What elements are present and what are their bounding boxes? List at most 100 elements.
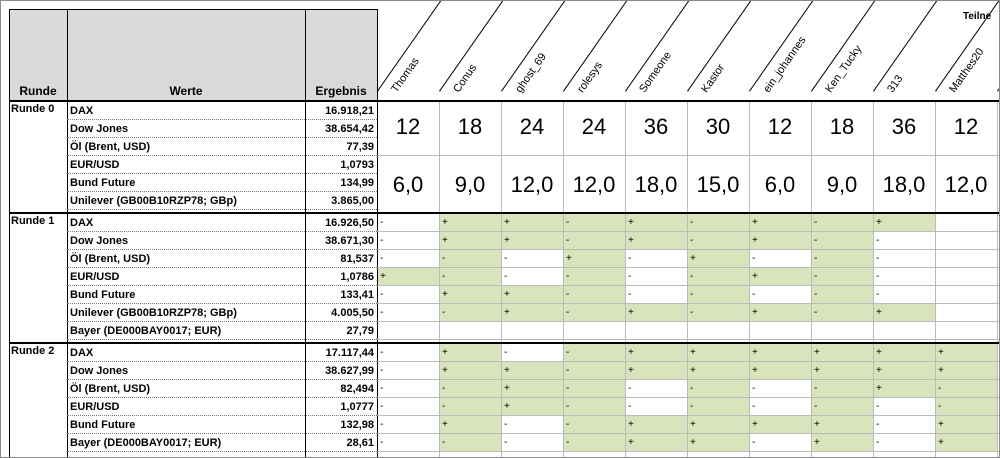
prediction-mark: -: [752, 437, 756, 448]
prediction-mark: -: [688, 286, 749, 303]
prediction-mark: [936, 322, 997, 339]
column-divider: [749, 100, 750, 457]
prediction-mark: +: [440, 416, 501, 433]
bet-value: 12: [953, 114, 979, 139]
prediction-mark: -: [628, 253, 632, 264]
player-name: Someone: [637, 49, 675, 95]
prediction-mark: +: [750, 232, 811, 249]
prediction-mark: +: [874, 380, 935, 397]
prediction-mark: +: [812, 362, 873, 379]
value-name: Dow Jones: [70, 235, 129, 247]
prediction-mark: -: [812, 286, 873, 303]
row-divider: [67, 249, 377, 250]
prediction-mark: -: [504, 347, 508, 358]
player-name: Ken_Tucky: [823, 43, 865, 95]
row-divider: [377, 379, 999, 380]
stake-value: 9,0: [826, 172, 858, 197]
prediction-mark: -: [564, 416, 625, 433]
prediction-mark: +: [688, 362, 749, 379]
row-divider: [377, 397, 999, 398]
result-value: 38.627,99: [325, 365, 374, 377]
prediction-mark: -: [380, 307, 384, 318]
prediction-mark: +: [750, 362, 811, 379]
row-divider: [67, 231, 377, 232]
ergebnis-header: Ergebnis: [315, 84, 367, 98]
result-value: 77,39: [346, 141, 374, 153]
value-name: Öl (Brent, USD): [70, 253, 151, 265]
prediction-mark: -: [752, 401, 756, 412]
prediction-mark: +: [750, 416, 811, 433]
prediction-mark: +: [936, 344, 997, 361]
prediction-mark: +: [564, 250, 625, 267]
prediction-mark: -: [380, 437, 384, 448]
result-value: 81,537: [340, 253, 374, 265]
prediction-mark: +: [688, 434, 749, 451]
player-name: Thomas: [389, 55, 422, 95]
column-divider: [811, 100, 812, 457]
prediction-mark: -: [564, 380, 625, 397]
round-separator: [9, 212, 999, 214]
prediction-mark: +: [874, 304, 935, 321]
prediction-mark: -: [380, 419, 384, 430]
row-divider: [67, 173, 377, 174]
prediction-mark: -: [752, 253, 756, 264]
prediction-mark: +: [502, 232, 563, 249]
prediction-mark: -: [876, 271, 880, 282]
prediction-mark: -: [688, 268, 749, 285]
value-name: Bund Future: [70, 177, 136, 189]
round-label: Runde 0: [11, 103, 55, 115]
prediction-mark: -: [564, 232, 625, 249]
prediction-mark: +: [936, 416, 997, 433]
row-divider: [377, 155, 999, 156]
prediction-mark: [688, 322, 749, 339]
prediction-mark: +: [626, 344, 687, 361]
row-divider: [67, 137, 377, 138]
column-divider: [935, 100, 936, 457]
row-divider: [67, 191, 377, 192]
prediction-mark: +: [502, 286, 563, 303]
result-value: 17.117,44: [325, 347, 374, 359]
prediction-mark: -: [812, 268, 873, 285]
prediction-mark: -: [380, 235, 384, 246]
prediction-mark: -: [628, 289, 632, 300]
value-name: EUR/USD: [70, 159, 120, 171]
prediction-mark: +: [750, 214, 811, 231]
prediction-mark: -: [812, 232, 873, 249]
result-value: 1,0777: [340, 401, 374, 413]
prediction-mark: +: [502, 380, 563, 397]
prediction-mark: -: [440, 304, 501, 321]
prediction-mark: -: [688, 398, 749, 415]
prediction-mark: +: [688, 416, 749, 433]
prediction-mark: -: [564, 434, 625, 451]
prediction-mark: -: [440, 434, 501, 451]
prediction-mark: -: [564, 286, 625, 303]
stake-value: 18,0: [634, 172, 678, 197]
value-name: Dow Jones: [70, 365, 129, 377]
prediction-mark: -: [564, 398, 625, 415]
werte-header: Werte: [169, 84, 203, 98]
row-divider: [377, 321, 999, 322]
prediction-mark: [936, 268, 997, 285]
column-divider: [501, 100, 502, 457]
bet-value: 36: [891, 114, 917, 139]
stake-value: 12,0: [572, 172, 616, 197]
prediction-mark: [750, 322, 811, 339]
prediction-mark: -: [628, 401, 632, 412]
prediction-mark: +: [502, 304, 563, 321]
row-divider: [377, 267, 999, 268]
prediction-mark: +: [750, 268, 811, 285]
prediction-mark: +: [936, 362, 997, 379]
prediction-mark: -: [628, 271, 632, 282]
prediction-mark: [440, 322, 501, 339]
prediction-mark: +: [688, 250, 749, 267]
row-divider: [377, 433, 999, 434]
top-border: [9, 9, 377, 10]
prediction-mark: +: [502, 214, 563, 231]
bet-value: 12: [395, 114, 421, 139]
prediction-mark: [378, 322, 439, 339]
result-value: 38.654,42: [325, 123, 374, 135]
prediction-mark: +: [626, 434, 687, 451]
result-value: 1,0786: [340, 271, 374, 283]
value-name: Bund Future: [70, 289, 136, 301]
